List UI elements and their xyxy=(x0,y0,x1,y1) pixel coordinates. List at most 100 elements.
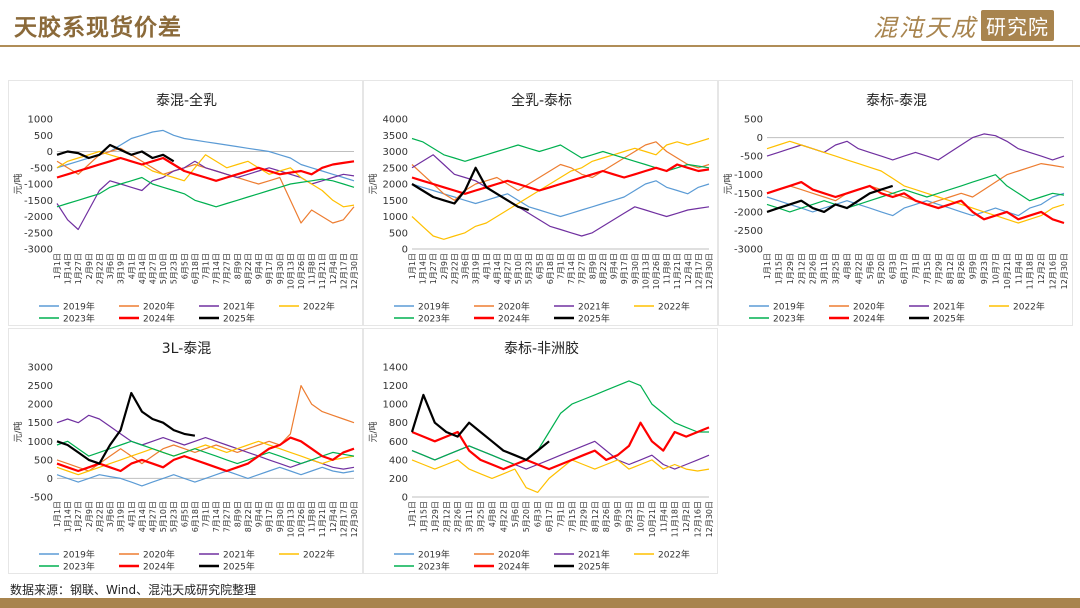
y-tick-label: -500 xyxy=(30,493,53,504)
x-tick-label: 9月17日 xyxy=(620,253,629,284)
y-tick-label: 1000 xyxy=(28,437,53,448)
x-tick-label: 11月4日 xyxy=(1014,253,1023,284)
x-tick-label: 6月17日 xyxy=(900,253,909,284)
chart-panel-2: 全乳-泰标 0 500 1000 1500 2000 2500 3000 3500 4000 元/吨… xyxy=(363,80,718,326)
x-tick-label: 3月25日 xyxy=(477,501,486,532)
x-tick-label: 3月6日 xyxy=(106,253,115,279)
logo-box-text: 研究院 xyxy=(981,9,1054,41)
x-tick-label: 7月1日 xyxy=(912,253,921,279)
series-line-2023年 xyxy=(766,174,1065,213)
x-tick-label: 12月17日 xyxy=(339,501,348,537)
series-line-2025年 xyxy=(56,391,196,465)
y-axis-label: 元/吨 xyxy=(367,421,379,442)
x-tick-label: 8月12日 xyxy=(591,501,600,532)
x-tick-label: 1月14日 xyxy=(419,253,428,284)
x-tick-label: 3月19日 xyxy=(472,253,481,284)
legend-label: 2024年 xyxy=(498,561,530,573)
x-tick-label: 12月2日 xyxy=(682,501,691,532)
x-tick-label: 8月9日 xyxy=(588,253,597,279)
y-tick-label: 3000 xyxy=(28,363,53,374)
x-tick-label: 2月22日 xyxy=(95,501,104,532)
y-tick-label: 500 xyxy=(389,228,408,239)
y-axis-label: 元/吨 xyxy=(722,173,734,194)
x-tick-label: 6月5日 xyxy=(535,253,544,279)
x-tick-label: 7月14日 xyxy=(212,253,221,284)
legend-label: 2021年 xyxy=(933,301,965,313)
x-tick-label: 10月21日 xyxy=(1003,253,1012,289)
chart-panel-3: 泰标-泰混 -3000 -2500 -2000 -1500 -1000 -500 0 500 元/… xyxy=(718,80,1073,326)
series-line-2022年 xyxy=(56,440,355,476)
x-tick-label: 12月16日 xyxy=(1049,253,1058,289)
y-tick-label: 0 xyxy=(47,147,53,158)
chart-panel-4: 3L-泰混 -500 0 500 1000 1500 2000 2500 3000 元/吨 1月1日… xyxy=(8,328,363,574)
y-tick-label: 2500 xyxy=(28,381,53,392)
x-tick-label: 9月30日 xyxy=(631,253,640,284)
x-tick-label: 4月22日 xyxy=(854,253,863,284)
x-tick-label: 5月6日 xyxy=(511,501,520,527)
x-tick-label: 2月22日 xyxy=(450,253,459,284)
series-line-2023年 xyxy=(56,176,355,208)
data-source-note: 数据来源：钢联、Wind、混沌天成研究院整理 xyxy=(10,583,257,597)
x-tick-label: 7月27日 xyxy=(223,253,232,284)
y-tick-label: 2500 xyxy=(383,163,408,174)
x-tick-label: 3月19日 xyxy=(117,501,126,532)
y-tick-label: -3000 xyxy=(734,245,763,256)
x-tick-label: 1月1日 xyxy=(408,253,417,279)
series-line-2025年 xyxy=(56,143,175,163)
legend-label: 2023年 xyxy=(63,561,95,573)
legend-label: 2022年 xyxy=(658,549,690,561)
legend-label: 2021年 xyxy=(578,301,610,313)
x-tick-label: 9月4日 xyxy=(610,253,619,279)
x-tick-label: 4月14日 xyxy=(138,501,147,532)
x-tick-label: 9月23日 xyxy=(980,253,989,284)
x-tick-label: 10月13日 xyxy=(286,253,295,289)
series-line-2024年 xyxy=(56,436,355,473)
x-tick-label: 10月26日 xyxy=(297,253,306,289)
x-tick-label: 5月20日 xyxy=(522,501,531,532)
legend-label: 2022年 xyxy=(1013,301,1045,313)
x-tick-label: 11月21日 xyxy=(318,501,327,537)
x-tick-label: 12月30日 xyxy=(705,501,714,537)
x-tick-label: 7月27日 xyxy=(578,253,587,284)
chart-title: 3L-泰混 xyxy=(162,341,212,357)
x-tick-label: 7月15日 xyxy=(923,253,932,284)
series-line-2024年 xyxy=(411,421,710,471)
y-axis-label: 元/吨 xyxy=(367,173,379,194)
x-tick-label: 4月14日 xyxy=(493,253,502,284)
y-tick-label: -2000 xyxy=(734,207,763,218)
x-tick-label: 3月25日 xyxy=(832,253,841,284)
x-tick-label: 4月27日 xyxy=(148,501,157,532)
x-tick-label: 4月14日 xyxy=(138,253,147,284)
x-tick-label: 12月17日 xyxy=(339,253,348,289)
x-tick-label: 7月29日 xyxy=(934,253,943,284)
x-tick-label: 12月30日 xyxy=(705,253,714,289)
x-tick-label: 2月9日 xyxy=(85,253,94,279)
y-tick-label: 1500 xyxy=(28,418,53,429)
x-tick-label: 5月6日 xyxy=(866,253,875,279)
x-tick-label: 10月21日 xyxy=(648,501,657,537)
x-tick-label: 3月6日 xyxy=(461,253,470,279)
legend-label: 2022年 xyxy=(303,301,335,313)
x-tick-label: 2月26日 xyxy=(454,501,463,532)
y-tick-label: 1200 xyxy=(383,381,408,392)
header-divider xyxy=(0,45,1080,47)
x-tick-label: 7月1日 xyxy=(202,253,211,279)
x-tick-label: 11月8日 xyxy=(308,501,317,532)
x-tick-label: 4月27日 xyxy=(148,253,157,284)
x-tick-label: 1月1日 xyxy=(53,253,62,279)
y-tick-label: -1000 xyxy=(24,180,53,191)
series-line-2022年 xyxy=(766,140,1065,224)
x-tick-label: 11月18日 xyxy=(1026,253,1035,289)
y-tick-label: -3000 xyxy=(24,245,53,256)
x-tick-label: 8月9日 xyxy=(233,253,242,279)
series-line-2020年 xyxy=(766,163,1065,205)
y-tick-label: 0 xyxy=(757,133,763,144)
y-tick-label: 1000 xyxy=(383,400,408,411)
series-line-2024年 xyxy=(411,163,710,195)
x-tick-label: 12月16日 xyxy=(694,501,703,537)
legend-label: 2025年 xyxy=(578,313,610,325)
y-axis-label: 元/吨 xyxy=(12,421,24,442)
legend-label: 2019年 xyxy=(773,301,805,313)
series-line-2020年 xyxy=(56,147,355,224)
